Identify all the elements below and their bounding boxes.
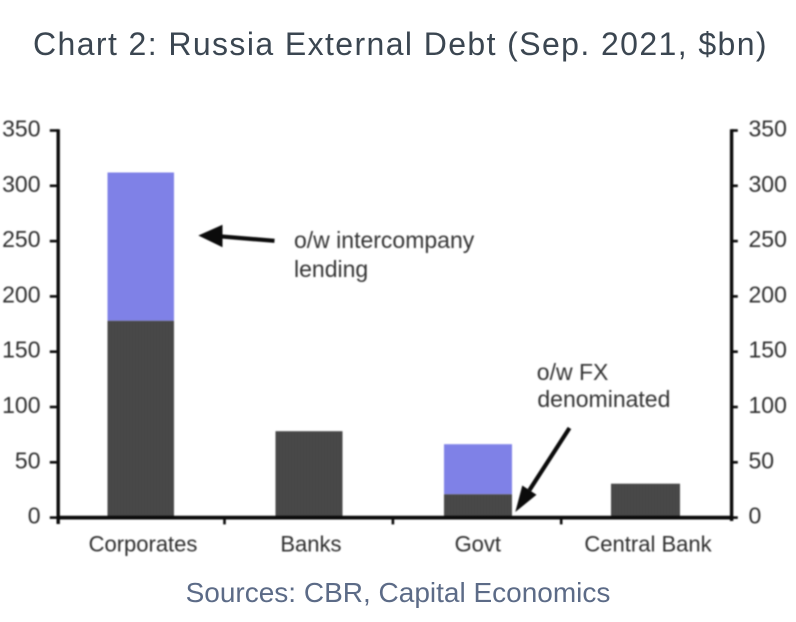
svg-text:Corporates: Corporates (89, 532, 198, 557)
svg-text:250: 250 (749, 226, 787, 252)
svg-text:o/w intercompany: o/w intercompany (294, 227, 475, 253)
svg-text:50: 50 (749, 447, 775, 473)
svg-text:50: 50 (15, 447, 41, 473)
svg-text:lending: lending (294, 256, 368, 282)
svg-text:150: 150 (2, 337, 40, 363)
svg-text:Central Bank: Central Bank (584, 532, 712, 557)
svg-text:o/w FX: o/w FX (537, 359, 609, 385)
svg-text:350: 350 (749, 116, 787, 142)
svg-text:denominated: denominated (537, 386, 670, 412)
svg-text:300: 300 (2, 171, 40, 197)
svg-text:250: 250 (2, 226, 40, 252)
svg-text:100: 100 (749, 392, 787, 418)
svg-text:Banks: Banks (280, 532, 341, 557)
svg-text:300: 300 (749, 171, 787, 197)
svg-text:0: 0 (28, 503, 41, 529)
svg-text:150: 150 (749, 337, 787, 363)
svg-text:100: 100 (2, 392, 40, 418)
svg-text:200: 200 (749, 281, 787, 307)
svg-text:350: 350 (2, 116, 40, 142)
svg-text:0: 0 (749, 503, 762, 529)
svg-text:Govt: Govt (455, 532, 501, 557)
svg-text:200: 200 (2, 281, 40, 307)
